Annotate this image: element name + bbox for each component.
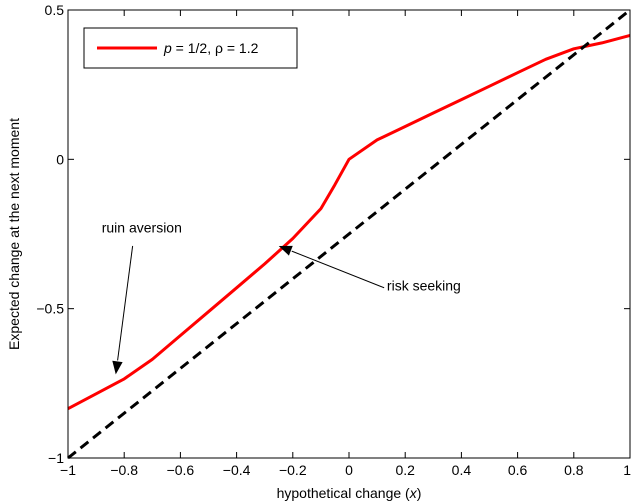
annotation-ruin-aversion: ruin aversion — [102, 220, 182, 236]
x-axis-label-prefix: hypothetical change ( — [277, 485, 410, 501]
y-axis-ticks: −1 −0.5 0 0.5 — [36, 2, 630, 466]
x-axis-label-suffix: ) — [417, 485, 422, 501]
legend: p = 1/2, ρ = 1.2 — [83, 27, 298, 69]
x-tick-label: −0.2 — [279, 462, 307, 478]
y-tick-label: 0 — [56, 151, 64, 167]
annotation-arrow-head — [278, 245, 293, 256]
legend-entry-label: p = 1/2, ρ = 1.2 — [163, 40, 259, 56]
x-tick-label: 0 — [345, 462, 353, 478]
annotation-risk-seeking: risk seeking — [387, 278, 461, 294]
x-tick-label: −0.4 — [223, 462, 251, 478]
series-dashed-diagonal — [67, 8, 631, 460]
legend-label-rest: = 1/2, ρ = 1.2 — [172, 40, 259, 56]
x-tick-label: 0.4 — [452, 462, 472, 478]
y-tick-label: −1 — [48, 450, 64, 466]
y-axis-label: Expected change at the next moment — [6, 118, 22, 350]
legend-p-symbol: p — [163, 40, 172, 56]
annotation-arrow-line — [291, 250, 385, 289]
x-tick-label: 0.2 — [395, 462, 415, 478]
x-tick-label: 0.8 — [564, 462, 584, 478]
x-axis-label-variable: x — [409, 485, 418, 501]
annotation-arrow-line — [117, 245, 134, 361]
x-tick-label: −0.8 — [110, 462, 138, 478]
x-axis-ticks: −1 −0.8 −0.6 −0.4 −0.2 0 0.2 0.4 0.6 0.8 1 — [60, 10, 631, 478]
x-tick-label: −1 — [60, 462, 76, 478]
y-tick-label: −0.5 — [36, 301, 64, 317]
annotation-arrow-head — [112, 360, 123, 375]
x-tick-label: 0.6 — [508, 462, 528, 478]
x-tick-label: 1 — [623, 462, 631, 478]
series-red-curve — [67, 33, 631, 411]
y-tick-label: 0.5 — [45, 2, 65, 18]
plot-layer — [67, 8, 631, 460]
x-tick-label: −0.6 — [167, 462, 195, 478]
annotations: ruin aversion risk seeking — [102, 220, 461, 375]
x-axis-label: hypothetical change (x) — [277, 485, 422, 501]
